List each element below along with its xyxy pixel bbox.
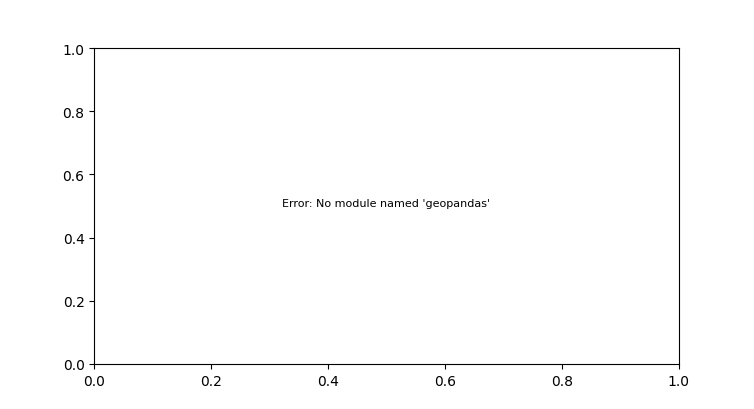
Text: Error: No module named 'geopandas': Error: No module named 'geopandas': [282, 198, 491, 209]
